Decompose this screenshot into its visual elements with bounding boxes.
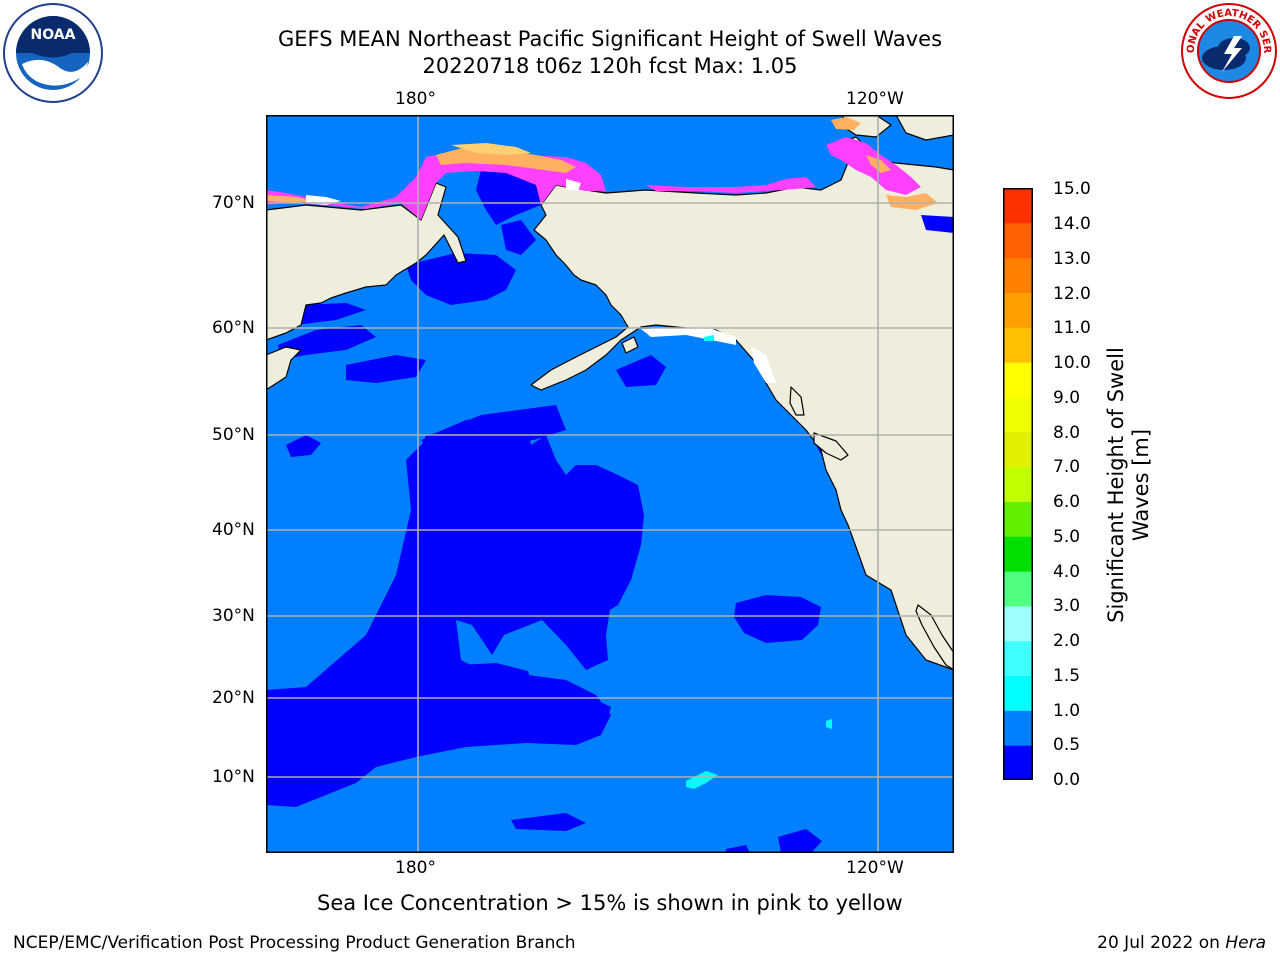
footer-credit: NCEP/EMC/Verification Post Processing Pr… <box>13 933 576 953</box>
colorbar-label: 7.0 <box>1053 457 1081 477</box>
colorbar-cell <box>1003 362 1033 398</box>
colorbar-cell <box>1003 640 1033 677</box>
colorbar-cell <box>1003 466 1033 502</box>
lat-label-20n: 20°N <box>212 688 255 708</box>
lat-label-60n: 60°N <box>212 318 255 338</box>
bottom-lon-label-180: 180° <box>395 858 436 878</box>
colorbar-label: 14.0 <box>1053 214 1091 234</box>
footer-date-text: 20 Jul 2022 on <box>1097 933 1220 953</box>
colorbar-title: Significant Height of Swell Waves [m] <box>1104 275 1154 695</box>
colorbar-label: 3.0 <box>1053 596 1081 616</box>
lat-label-10n: 10°N <box>212 767 255 787</box>
lat-label-30n: 30°N <box>212 606 255 626</box>
colorbar-cell <box>1003 257 1033 293</box>
colorbar-cell <box>1003 501 1033 537</box>
footer-machine: Hera <box>1225 933 1266 953</box>
noaa-logo-text: NOAA <box>31 27 76 43</box>
colorbar-label: 13.0 <box>1053 249 1091 269</box>
colorbar-cell <box>1003 571 1033 607</box>
nws-logo: NATIONAL WEATHER SERVICE <box>1180 2 1277 99</box>
colorbar-label: 0.5 <box>1053 735 1081 755</box>
colorbar-label: 5.0 <box>1053 527 1081 547</box>
colorbar-cell <box>1003 188 1033 224</box>
bottom-lon-label-120w: 120°W <box>846 858 904 878</box>
colorbar-title-line1: Significant Height of Swell <box>1104 347 1128 623</box>
colorbar-label: 1.5 <box>1053 666 1081 686</box>
colorbar-label: 10.0 <box>1053 353 1091 373</box>
colorbar-cell <box>1003 222 1033 259</box>
top-lon-label-180: 180° <box>395 89 436 109</box>
noaa-logo: NOAA <box>3 3 103 103</box>
low-swell-regions <box>266 165 868 853</box>
top-lon-label-120w: 120°W <box>846 89 904 109</box>
colorbar-label: 15.0 <box>1053 179 1091 199</box>
colorbar-label: 4.0 <box>1053 562 1081 582</box>
colorbar-label: 9.0 <box>1053 388 1081 408</box>
colorbar-cell <box>1003 396 1033 433</box>
colorbar-cell <box>1003 327 1033 363</box>
colorbar-label: 1.0 <box>1053 701 1081 721</box>
chart-title: GEFS MEAN Northeast Pacific Significant … <box>277 27 943 51</box>
map-frame <box>266 115 954 853</box>
colorbar-label: 11.0 <box>1053 318 1091 338</box>
chart-subtitle: 20220718 t06z 120h fcst Max: 1.05 <box>422 54 798 78</box>
lat-label-40n: 40°N <box>212 520 255 540</box>
colorbar-cell <box>1003 745 1033 780</box>
map-panel <box>266 115 954 853</box>
lat-label-50n: 50°N <box>212 425 255 445</box>
graticule <box>266 115 954 853</box>
colorbar-label: 12.0 <box>1053 284 1091 304</box>
colorbar-label: 8.0 <box>1053 423 1081 443</box>
colorbar-label: 2.0 <box>1053 631 1081 651</box>
cyan-patches <box>686 335 832 789</box>
sea-ice-note: Sea Ice Concentration > 15% is shown in … <box>317 891 903 915</box>
colorbar-cell <box>1003 431 1033 468</box>
colorbar-cell <box>1003 292 1033 328</box>
no-data-areas <box>641 327 776 383</box>
footer-date: 20 Jul 2022 on Hera <box>1097 933 1266 953</box>
colorbar-cell <box>1003 710 1033 746</box>
colorbar-title-line2: Waves [m] <box>1129 428 1153 542</box>
lat-label-70n: 70°N <box>212 193 255 213</box>
colorbar-label: 0.0 <box>1053 770 1081 790</box>
colorbar-label: 6.0 <box>1053 492 1081 512</box>
colorbar-cell <box>1003 605 1033 642</box>
colorbar-cell <box>1003 536 1033 572</box>
colorbar-cell <box>1003 675 1033 711</box>
colorbar <box>1003 188 1033 780</box>
